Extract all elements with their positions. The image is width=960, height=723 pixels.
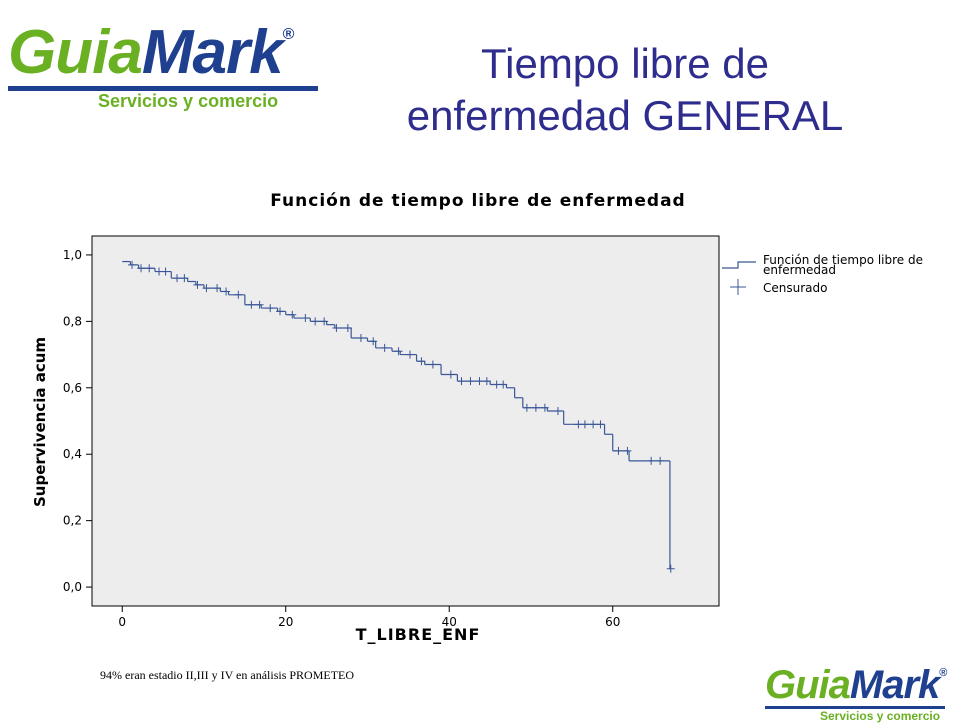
censor-mark: [482, 377, 491, 386]
censor-mark: [522, 403, 531, 412]
censor-mark: [596, 420, 605, 429]
censor-mark: [222, 287, 231, 296]
censor-mark: [311, 317, 320, 326]
logo-first: Guia: [765, 663, 851, 707]
censor-mark: [553, 407, 562, 416]
censor-mark: [180, 274, 189, 283]
logo: GuiaMark® Servicios y comercio: [8, 2, 318, 112]
legend-swatch: [722, 261, 756, 269]
y-tick-label: 0,4: [63, 447, 82, 461]
logo-bar: [765, 706, 945, 709]
censor-mark: [343, 324, 352, 333]
x-axis-label: T_LIBRE_ENF: [356, 625, 481, 644]
chart-title: Función de tiempo libre de enfermedad: [270, 191, 685, 211]
logo-tagline: Servicios y comercio: [98, 91, 279, 111]
y-tick-label: 1,0: [63, 248, 82, 262]
censor-mark: [457, 377, 466, 386]
censor-mark: [332, 324, 341, 333]
censor-mark: [320, 317, 329, 326]
censor-mark: [288, 310, 297, 319]
censor-mark: [266, 304, 275, 313]
censor-mark: [276, 307, 285, 316]
censor-mark: [161, 267, 170, 276]
y-tick-label: 0,6: [63, 381, 82, 395]
censor-mark: [173, 274, 182, 283]
censor-mark: [614, 446, 623, 455]
censor-mark: [499, 380, 508, 389]
censor-mark: [647, 456, 656, 465]
logo-mark: ®: [282, 26, 295, 43]
logo-tagline: Servicios y comercio: [820, 709, 941, 723]
y-tick-label: 0,2: [63, 514, 82, 528]
censor-mark: [475, 377, 484, 386]
censor-mark: [193, 280, 202, 289]
title-line: enfermedad GENERAL: [406, 92, 844, 139]
censor-mark: [145, 264, 154, 273]
censor-mark: [380, 343, 389, 352]
censor-mark: [666, 564, 675, 573]
logo: GuiaMark® Servicios y comercio: [765, 652, 947, 723]
y-tick-label: 0,8: [63, 314, 82, 328]
censor-mark: [137, 264, 146, 273]
censor-mark: [428, 360, 437, 369]
censor-mark: [589, 420, 598, 429]
logo-second: Mark: [849, 663, 940, 707]
censor-mark: [623, 446, 632, 455]
logo-name: GuiaMark®: [8, 2, 318, 86]
censor-mark: [356, 333, 365, 342]
plot-area: [91, 235, 720, 607]
censor-mark: [234, 290, 243, 299]
title-line: Tiempo libre de: [481, 40, 769, 87]
x-tick-label: 20: [278, 615, 293, 629]
censor-mark: [466, 377, 475, 386]
censor-mark: [369, 337, 378, 346]
censor-mark: [202, 284, 211, 293]
legend-label: Censurado: [763, 281, 828, 295]
y-axis-label: Supervivencia acum: [31, 337, 49, 507]
censor-mark: [301, 314, 310, 323]
censor-mark: [580, 420, 589, 429]
logo-name: GuiaMark®: [765, 652, 947, 707]
logo-bar: [8, 86, 318, 91]
slide-title: Tiempo libre de enfermedad GENERAL: [330, 38, 920, 142]
legend-label: Función de tiempo libre de enfermedad: [763, 253, 924, 277]
censor-mark: [446, 370, 455, 379]
censor-mark: [417, 357, 426, 366]
x-tick-label: 60: [605, 615, 620, 629]
censor-mark: [656, 456, 665, 465]
censor-mark: [213, 284, 222, 293]
censor-mark: [405, 350, 414, 359]
x-tick-label: 0: [118, 615, 126, 629]
y-tick-label: 0,0: [63, 580, 82, 594]
censor-mark: [531, 403, 540, 412]
censor-mark: [394, 347, 403, 356]
censor-mark: [247, 300, 256, 309]
censor-mark: [128, 260, 137, 269]
logo-second: Mark: [141, 18, 284, 87]
censor-mark: [255, 300, 264, 309]
logo-mark: ®: [939, 667, 947, 679]
logo-first: Guia: [8, 18, 143, 87]
censor-mark: [540, 403, 549, 412]
x-tick-label: 40: [442, 615, 457, 629]
legend-swatch: [730, 279, 746, 295]
footnote: 94% eran estadio II,III y IV en análisis…: [100, 668, 355, 682]
